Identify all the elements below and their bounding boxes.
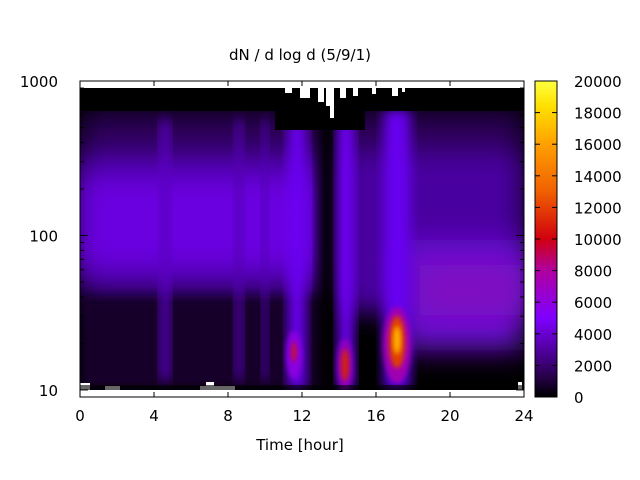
x-tick-label: 12 [292,407,311,425]
colorbar-axis: 0 2000 4000 6000 8000 10000 12000 14000 16000 180… [535,73,622,407]
colorbar-tick-label: 0 [574,389,584,407]
x-tick-label: 16 [366,407,385,425]
x-tick-label: 0 [75,407,85,425]
heatmap-field [80,81,524,397]
colorbar-tick-label: 8000 [574,263,612,281]
y-tick-label: 1000 [20,73,58,91]
colorbar-tick-label: 6000 [574,294,612,312]
y-tick-label: 100 [29,227,58,245]
colorbar-tick-label: 2000 [574,357,612,375]
colorbar-tick-label: 20000 [574,73,622,91]
colorbar-tick-label: 4000 [574,326,612,344]
colorbar-tick-label: 10000 [574,231,622,249]
x-axis: 0 4 8 12 16 20 24 [75,81,534,425]
y-axis: 10 100 1000 [20,73,524,400]
colorbar-tick-label: 18000 [574,105,622,123]
x-axis-label: Time [hour] [255,436,344,454]
colorbar-tick-label: 12000 [574,199,622,217]
x-tick-label: 20 [440,407,459,425]
chart-title: dN / d log d (5/9/1) [229,46,371,64]
y-tick-label: 10 [39,382,58,400]
x-tick-label: 8 [223,407,233,425]
x-tick-label: 4 [149,407,159,425]
x-tick-label: 24 [514,407,533,425]
colorbar-tick-label: 16000 [574,136,622,154]
colorbar-tick-label: 14000 [574,168,622,186]
